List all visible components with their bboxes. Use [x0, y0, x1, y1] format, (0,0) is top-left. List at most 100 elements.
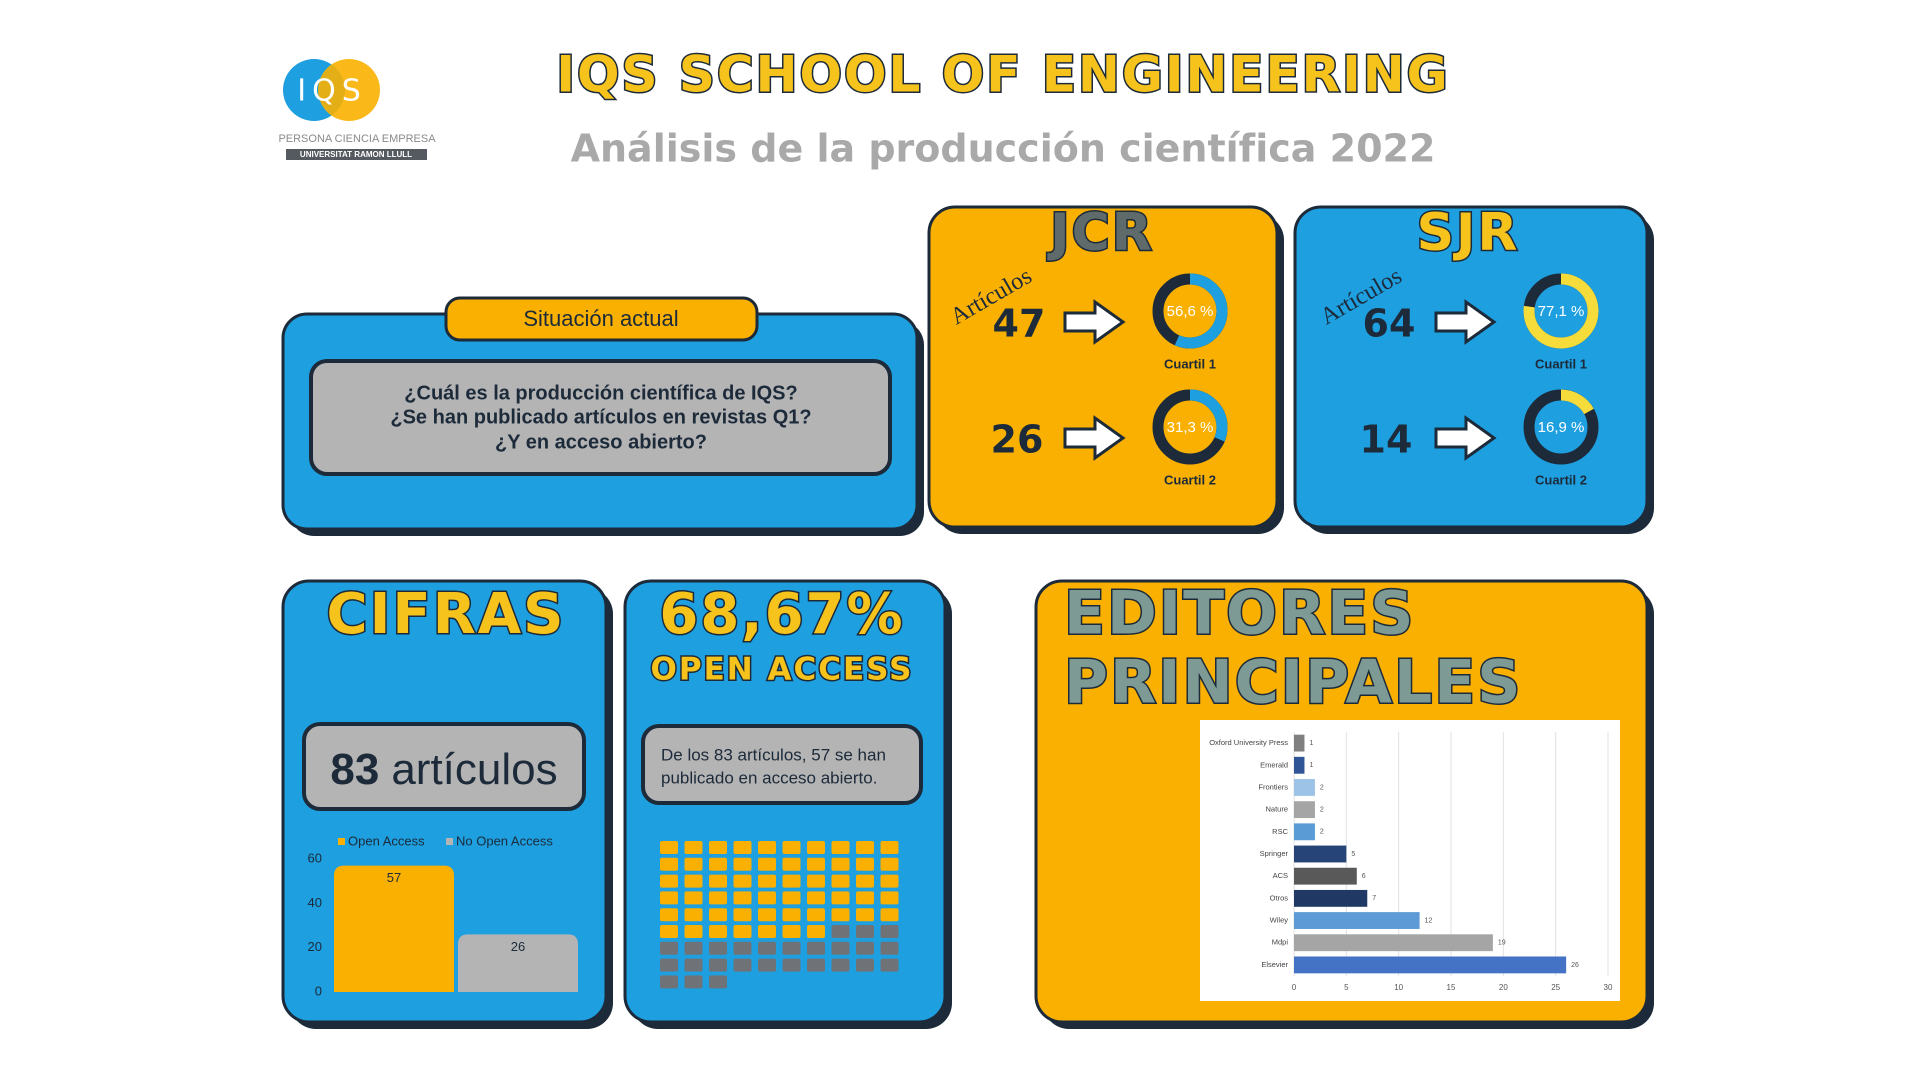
open-access-subtitle: OPEN ACCESS	[651, 652, 914, 688]
waffle-cell	[831, 891, 850, 905]
editores-title: PRINCIPALES	[1064, 648, 1522, 718]
waffle-cell	[684, 925, 703, 938]
sjr-count: 14	[1360, 418, 1413, 462]
data-label: 5	[1351, 851, 1355, 858]
situacion-line: ¿Se han publicado artículos en revistas …	[390, 406, 811, 428]
waffle-cell	[831, 958, 850, 972]
waffle-cell	[660, 975, 678, 989]
waffle-cell	[880, 857, 899, 871]
donut-arc	[1523, 273, 1599, 349]
y-tick-label: 20	[308, 939, 322, 954]
waffle-cell	[807, 874, 825, 888]
waffle-cell	[758, 925, 776, 938]
waffle-cell	[733, 941, 752, 955]
bar	[1294, 956, 1567, 974]
waffle-cell	[807, 908, 825, 922]
y-tick-label: Wiley	[1270, 916, 1289, 925]
waffle-cell	[660, 891, 678, 905]
y-tick-label: Nature	[1265, 805, 1288, 814]
sjr-panel	[1293, 205, 1649, 529]
waffle-cell	[782, 925, 801, 938]
legend-swatch	[338, 838, 345, 845]
waffle-cell	[660, 874, 678, 888]
waffle-cell	[782, 857, 801, 871]
waffle-cell	[831, 941, 850, 955]
waffle-cell	[709, 941, 727, 955]
bar	[1294, 845, 1347, 863]
waffle-cell	[856, 857, 874, 871]
open-access-text: publicado en acceso abierto.	[661, 768, 877, 787]
waffle-cell	[856, 841, 874, 854]
x-tick-label: 25	[1551, 983, 1560, 992]
waffle-cell	[880, 874, 899, 888]
waffle-cell	[660, 925, 678, 938]
donut-caption: Cuartil 1	[1535, 356, 1587, 371]
legend-swatch	[446, 838, 453, 845]
waffle-cell	[733, 874, 752, 888]
y-tick-label: Emerald	[1260, 760, 1288, 769]
waffle-cell	[782, 958, 801, 972]
waffle-cell	[709, 874, 727, 888]
waffle-cell	[733, 908, 752, 922]
legend-label: Open Access	[348, 833, 425, 848]
bar	[1294, 912, 1420, 929]
bar	[1294, 756, 1305, 774]
situacion-line: ¿Cuál es la producción científica de IQS…	[404, 382, 797, 404]
waffle-cell	[733, 925, 752, 938]
waffle-cell	[831, 857, 850, 871]
waffle-cell	[856, 925, 874, 938]
waffle-cell	[856, 908, 874, 922]
situacion-tab-text: Situación actual	[523, 306, 678, 331]
waffle-cell	[684, 975, 703, 989]
waffle-cell	[733, 891, 752, 905]
waffle-cell	[807, 841, 825, 854]
waffle-cell	[709, 925, 727, 938]
data-label: 57	[387, 870, 401, 885]
donut-value-label: 56,6 %	[1167, 303, 1214, 320]
waffle-cell	[807, 857, 825, 871]
donut-caption: Cuartil 2	[1535, 472, 1587, 487]
y-tick-label: Frontiers	[1258, 782, 1288, 791]
data-label: 26	[511, 939, 525, 954]
waffle-cell	[709, 958, 727, 972]
donut-value-label: 31,3 %	[1167, 419, 1214, 436]
waffle-cell	[733, 958, 752, 972]
data-label: 1	[1309, 762, 1313, 769]
waffle-cell	[660, 958, 678, 972]
waffle-cell	[856, 874, 874, 888]
jcr-count: 26	[991, 418, 1044, 462]
x-tick-label: 20	[1499, 983, 1508, 992]
logo-bar	[286, 149, 427, 160]
waffle-cell	[758, 958, 776, 972]
y-tick-label: ACS	[1273, 871, 1288, 880]
waffle-cell	[807, 925, 825, 938]
data-label: 2	[1320, 784, 1324, 791]
bar	[1294, 779, 1315, 796]
waffle-cell	[782, 908, 801, 922]
y-tick-label: 60	[308, 850, 322, 865]
waffle-cell	[831, 874, 850, 888]
donut-value-label: 77,1 %	[1538, 303, 1585, 320]
cifras-count: 83	[330, 745, 379, 794]
editores-chart-area	[1200, 720, 1620, 1001]
bar	[1294, 801, 1315, 819]
y-tick-label: 0	[315, 983, 322, 998]
waffle-cell	[758, 857, 776, 871]
data-label: 12	[1425, 917, 1433, 924]
open-access-box	[641, 724, 923, 805]
bar	[1294, 889, 1368, 907]
y-tick-label: Otros	[1270, 893, 1289, 902]
waffle-cell	[831, 925, 850, 938]
y-tick-label: Mdpi	[1272, 938, 1289, 947]
waffle-cell	[709, 857, 727, 871]
waffle-cell	[709, 841, 727, 854]
x-tick-label: 30	[1604, 983, 1613, 992]
arrow	[1063, 415, 1126, 461]
waffle-cell	[880, 958, 899, 972]
y-tick-label: 40	[308, 895, 322, 910]
y-tick-label: RSC	[1272, 827, 1288, 836]
waffle-cell	[660, 841, 678, 854]
waffle-cell	[856, 941, 874, 955]
waffle-cell	[709, 908, 727, 922]
